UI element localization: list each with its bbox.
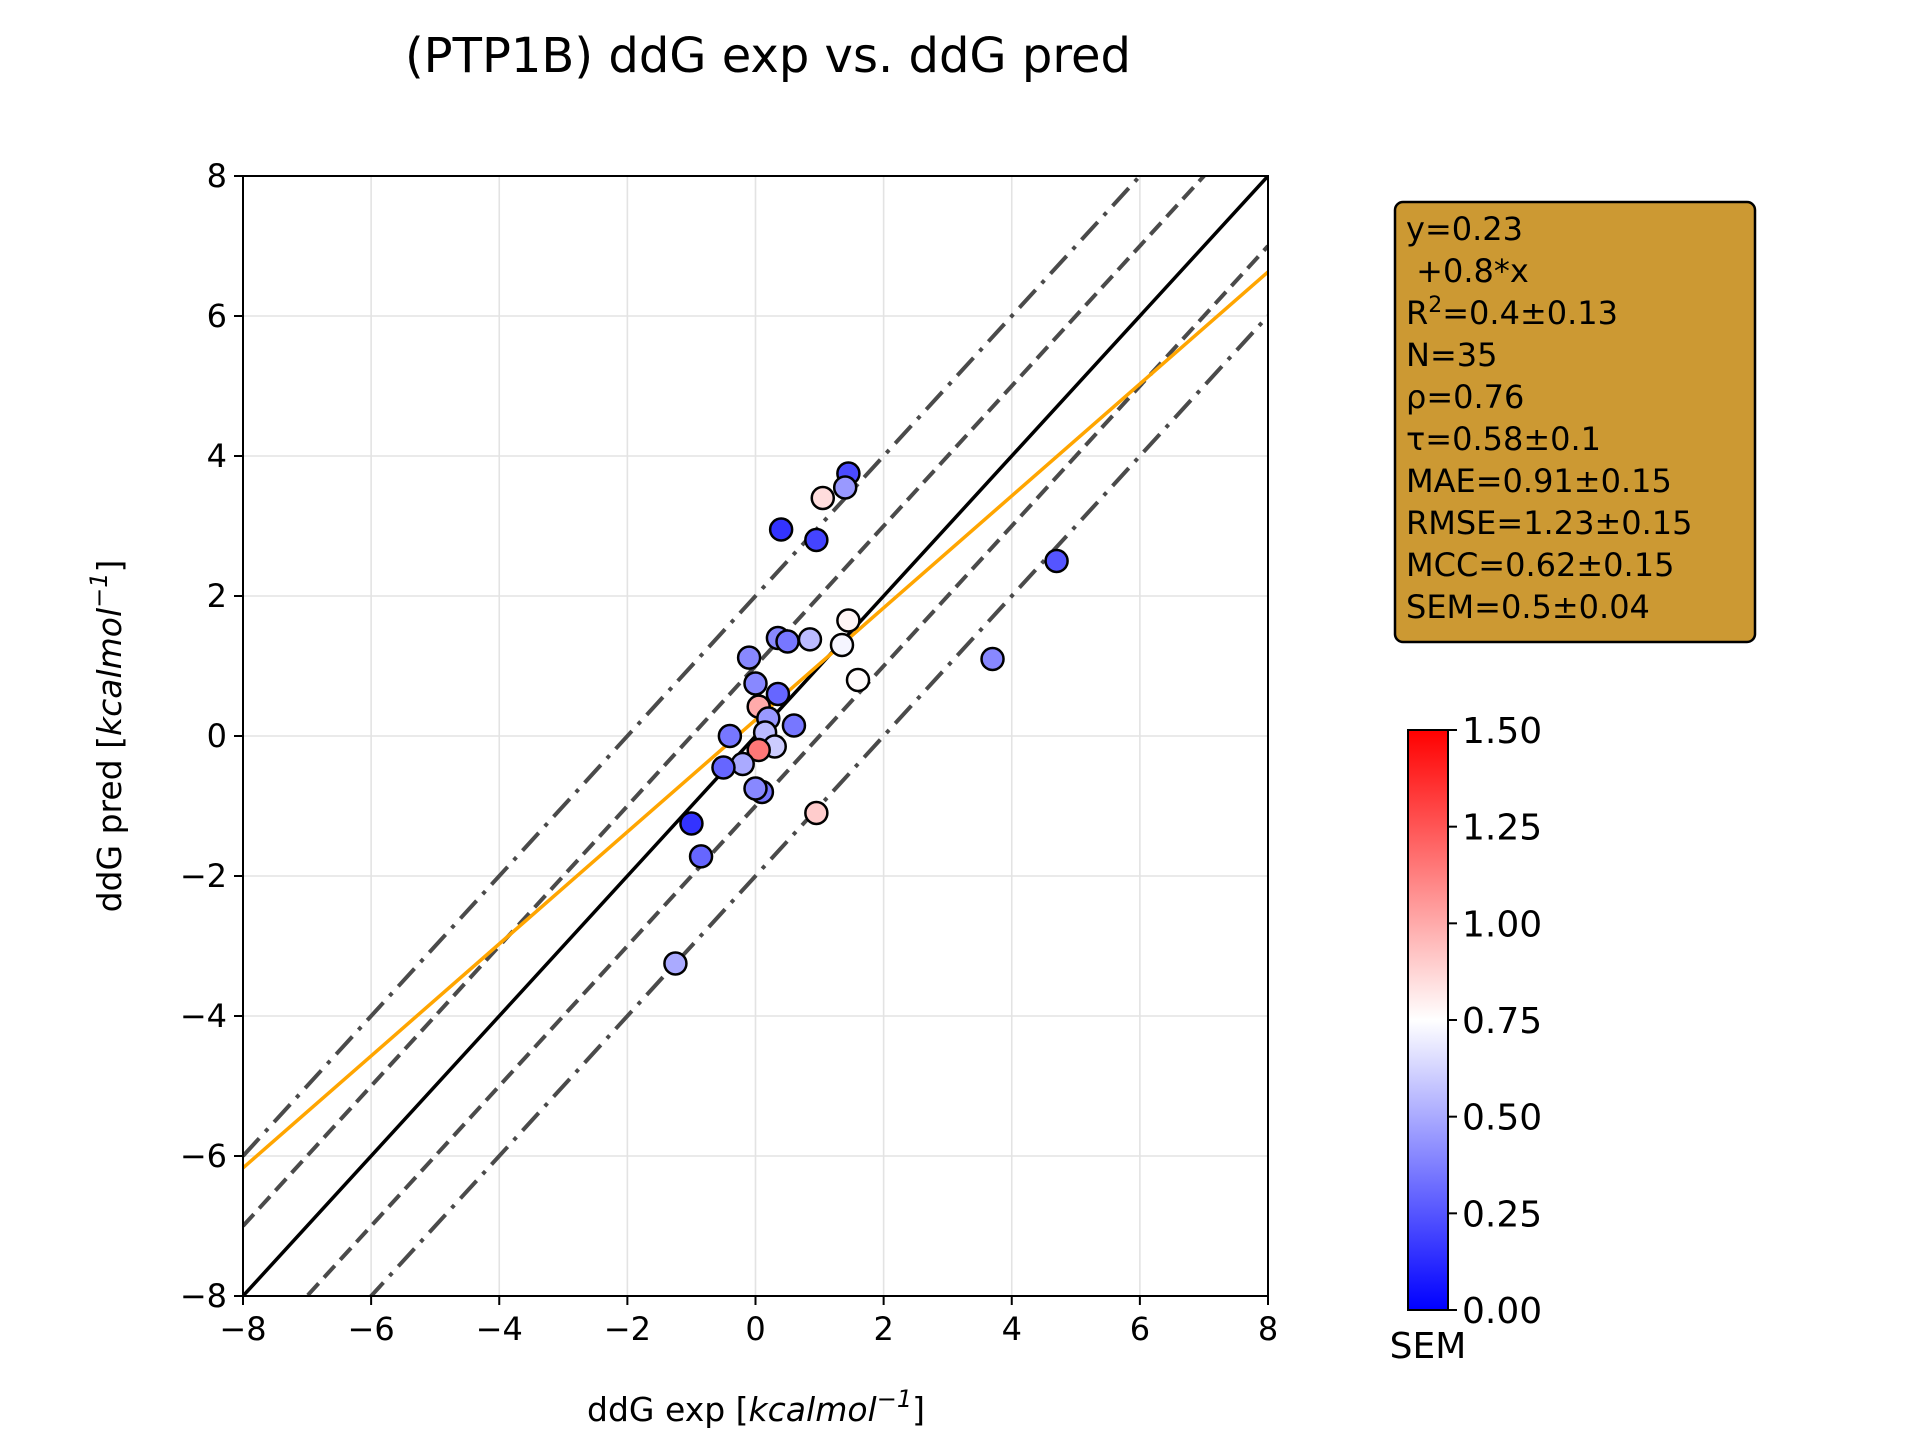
stats-fit-line-1: y=0.23: [1406, 210, 1523, 248]
y-axis-unit: kcalmol: [90, 608, 129, 736]
data-point: [980, 646, 1005, 672]
x-tick-label: −2: [604, 1310, 651, 1348]
dashdot-offset-line: [243, 176, 1143, 1158]
stats-mcc: MCC=0.62±0.15: [1406, 546, 1674, 584]
colorbar-tick-label: 1.00: [1462, 904, 1542, 945]
dashed-offset-line: [304, 244, 1268, 1296]
data-point: [736, 645, 762, 670]
y-tick-label: −8: [180, 1277, 227, 1315]
data-point: [711, 755, 736, 780]
x-tick-label: 2: [873, 1310, 893, 1348]
stats-rmse: RMSE=1.23±0.15: [1406, 504, 1693, 542]
x-tick-label: −8: [219, 1310, 266, 1348]
data-point: [717, 723, 743, 749]
stats-r2-base: R: [1406, 294, 1428, 332]
colorbar: 1.50 1.25 1.00 0.75 0.50 0.25 0.00 SEM: [1390, 711, 1542, 1367]
colorbar-tick-label: 0.75: [1462, 1001, 1542, 1042]
y-tick-label: 4: [207, 437, 227, 475]
colorbar-gradient: [1407, 729, 1449, 1311]
y-axis-bracket-open: [: [90, 736, 129, 749]
colorbar-tick-label: 0.00: [1462, 1291, 1542, 1332]
y-axis-unit-exponent: −1: [85, 572, 113, 607]
data-point: [663, 951, 688, 976]
y-axis-bracket-close: ]: [90, 560, 129, 573]
colorbar-ticks: 1.50 1.25 1.00 0.75 0.50 0.25 0.00: [1448, 711, 1542, 1332]
y-tick-label: 2: [207, 577, 227, 615]
stats-sem: SEM=0.5±0.04: [1406, 588, 1650, 626]
data-point: [810, 485, 836, 511]
stats-rho: ρ=0.76: [1406, 378, 1524, 416]
fit-line: [243, 270, 1268, 1170]
colorbar-tick-label: 0.25: [1462, 1194, 1542, 1235]
stats-n: N=35: [1406, 336, 1497, 374]
colorbar-label: SEM: [1390, 1326, 1467, 1367]
stats-r2-sup: 2: [1428, 293, 1442, 318]
x-tick-label: −4: [476, 1310, 523, 1348]
x-axis-title: ddG exp [kcalmol−1]: [587, 1385, 925, 1429]
data-point: [836, 608, 861, 633]
data-point: [743, 776, 768, 801]
x-tick-label: −6: [348, 1310, 395, 1348]
data-point: [688, 844, 714, 869]
stats-r2-value: =0.4±0.13: [1442, 294, 1618, 332]
data-point: [797, 627, 823, 652]
data-point: [832, 475, 858, 500]
data-point: [746, 737, 771, 763]
stats-mae: MAE=0.91±0.15: [1406, 462, 1672, 500]
y-tick-label: −2: [180, 857, 227, 895]
data-point: [781, 713, 807, 738]
stats-fit-line-2: +0.8*x: [1406, 252, 1529, 290]
stats-tau: τ=0.58±0.1: [1406, 420, 1601, 458]
data-point: [743, 671, 768, 696]
x-axis-bracket-close: ]: [912, 1390, 925, 1429]
dashdot-offset-line: [368, 314, 1268, 1296]
y-tick-label: −4: [180, 997, 227, 1035]
data-points: [663, 461, 1069, 976]
colorbar-tick-label: 0.50: [1462, 1098, 1542, 1139]
y-tick-label: 6: [207, 297, 227, 335]
data-point: [679, 811, 704, 836]
x-tick-label: 0: [745, 1310, 765, 1348]
data-point: [845, 667, 871, 693]
x-tick-label: 8: [1258, 1310, 1278, 1348]
stats-box-background: [1393, 200, 1757, 644]
y-axis-label: ddG pred: [90, 759, 129, 912]
y-tick-label: −6: [180, 1137, 227, 1175]
y-axis-title: ddG pred [kcalmol−1]: [85, 560, 129, 913]
y-axis: −8 −6 −4 −2 0 2 4 6 8: [180, 157, 243, 1315]
colorbar-tick-label: 1.50: [1462, 711, 1542, 752]
data-point: [768, 517, 794, 542]
data-point: [804, 800, 829, 826]
x-axis-label: ddG exp: [587, 1390, 725, 1429]
stats-box: y=0.23 +0.8*x R2=0.4±0.13 N=35 ρ=0.76 τ=…: [1393, 200, 1757, 644]
data-point: [775, 629, 800, 654]
data-point: [804, 527, 829, 553]
x-axis-bracket-open: [: [736, 1390, 749, 1429]
x-axis: −8 −6 −4 −2 0 2 4 6 8: [219, 1296, 1278, 1348]
data-point: [765, 681, 791, 707]
y-tick-label: 0: [207, 717, 227, 755]
x-axis-unit-exponent: −1: [877, 1385, 912, 1413]
data-point: [829, 632, 855, 658]
x-tick-label: 4: [1002, 1310, 1022, 1348]
chart-title: (PTP1B) ddG exp vs. ddG pred: [405, 28, 1131, 84]
colorbar-tick-label: 1.25: [1462, 808, 1542, 849]
data-point: [1044, 548, 1069, 574]
x-axis-unit: kcalmol: [749, 1390, 877, 1429]
y-tick-label: 8: [207, 157, 227, 195]
x-tick-label: 6: [1130, 1310, 1150, 1348]
stats-r2: R2=0.4±0.13: [1406, 293, 1618, 333]
